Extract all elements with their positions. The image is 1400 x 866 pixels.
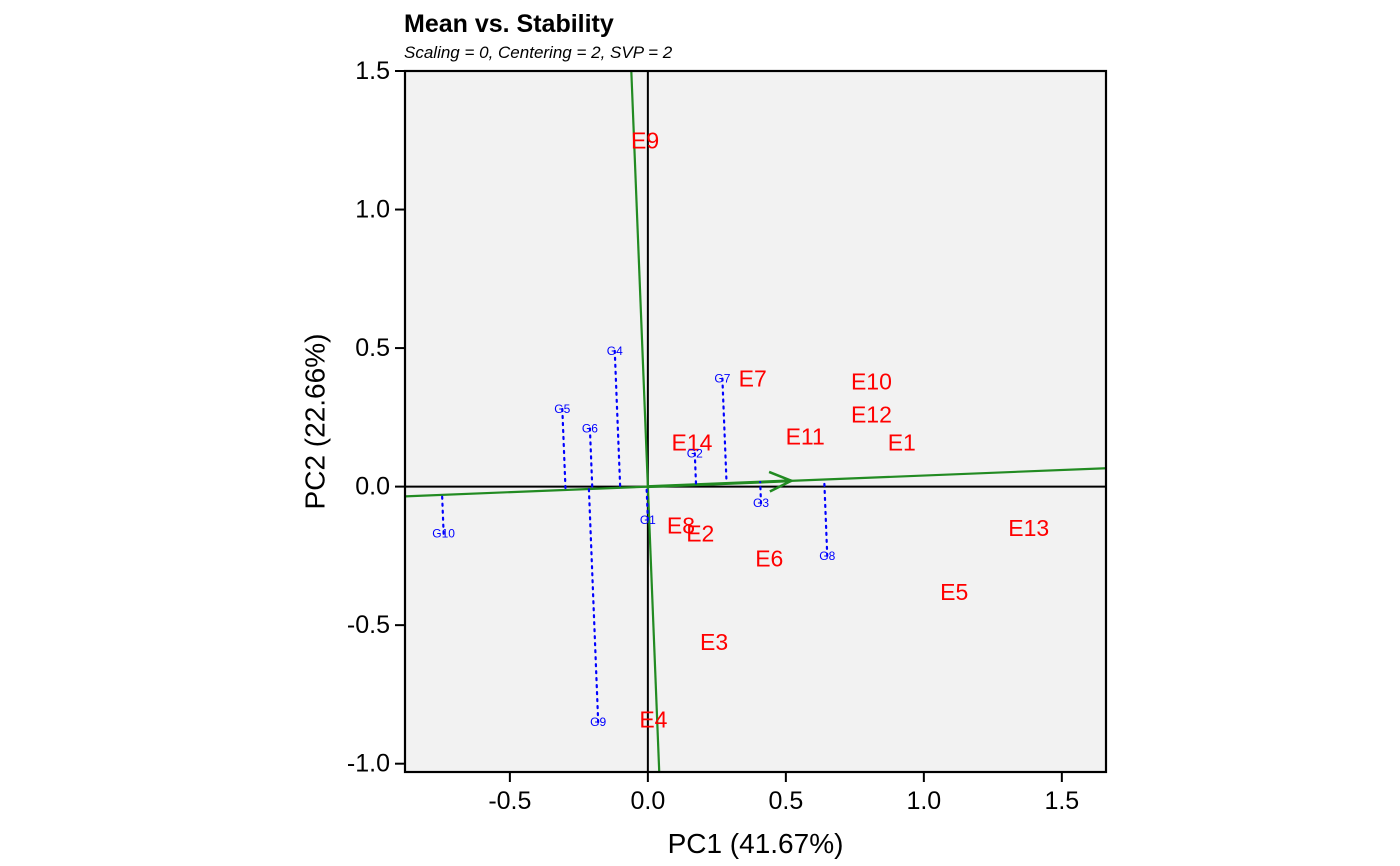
environment-label-e2: E2: [686, 521, 714, 547]
projection-line-g2: [693, 452, 698, 486]
projection-line-g8: [823, 478, 829, 557]
point-labels: E1 E2 E3 E4 E5 E6 E7 E8 E9 E10 E11 E12 E13 E14 G1 G2 G3 G…: [432, 127, 1049, 732]
y-tick-label: -1.0: [347, 750, 390, 778]
y-tick-label: 0.0: [355, 473, 390, 501]
origin-axes: [405, 71, 1106, 772]
y-tick-label: 1.5: [355, 57, 390, 85]
x-axis-label: PC1 (41.67%): [668, 828, 844, 859]
aea-perpendicular-line: [630, 70, 661, 773]
y-tick-label: 1.0: [355, 196, 390, 224]
projection-line-g5: [561, 407, 567, 492]
environment-label-e3: E3: [700, 629, 728, 655]
axis-ticks: -0.5 0.0 0.5 1.0 1.5 -1.0 -0.5 0.0 0.5 1.0 1.5: [347, 57, 1079, 815]
environment-label-e6: E6: [755, 546, 783, 572]
x-tick-label: 1.0: [906, 787, 941, 815]
genotype-label-g7: G7: [714, 372, 730, 386]
x-tick-label: 0.0: [630, 787, 665, 815]
y-tick-label: -0.5: [347, 611, 390, 639]
environment-label-e1: E1: [888, 429, 916, 455]
environment-label-e5: E5: [940, 579, 968, 605]
chart-title: Mean vs. Stability: [404, 10, 614, 38]
y-tick-label: 0.5: [355, 334, 390, 362]
average-environment-axis: [404, 70, 1107, 773]
projection-line-g10: [440, 493, 445, 535]
environment-label-e9: E9: [631, 127, 659, 153]
environment-label-e4: E4: [639, 706, 667, 732]
environment-label-e13: E13: [1008, 515, 1049, 541]
chart-subtitle: Scaling = 0, Centering = 2, SVP = 2: [404, 43, 673, 62]
genotype-label-g1: G1: [640, 513, 656, 527]
environment-label-e14: E14: [672, 429, 713, 455]
environment-label-e11: E11: [786, 424, 825, 450]
genotype-projections: [440, 349, 829, 724]
environment-label-e7: E7: [739, 366, 767, 392]
genotype-label-g4: G4: [607, 344, 623, 358]
aea-arrow-shaft: [647, 479, 792, 489]
plot-panel: [405, 71, 1106, 772]
x-tick-label: -0.5: [488, 787, 531, 815]
genotype-label-g5: G5: [554, 402, 570, 416]
plot-border: [403, 69, 1108, 774]
environment-label-e8: E8: [667, 512, 695, 538]
environment-label-e10: E10: [851, 368, 892, 394]
genotype-label-g8: G8: [819, 549, 835, 563]
genotype-label-g10: G10: [432, 527, 455, 541]
genotype-label-g6: G6: [582, 421, 598, 435]
genotype-label-g9: G9: [590, 715, 606, 729]
projection-line-g4: [613, 349, 622, 489]
projection-line-g1: [645, 485, 649, 521]
environment-label-e12: E12: [851, 402, 892, 428]
genotype-label-g3: G3: [753, 496, 769, 510]
x-tick-label: 0.5: [768, 787, 803, 815]
aea-arrow-head: [768, 470, 795, 493]
genotype-label-g2: G2: [687, 446, 703, 460]
y-axis-label: PC2 (22.66%): [300, 334, 331, 510]
projection-line-g6: [588, 427, 594, 490]
x-tick-label: 1.5: [1044, 787, 1079, 815]
